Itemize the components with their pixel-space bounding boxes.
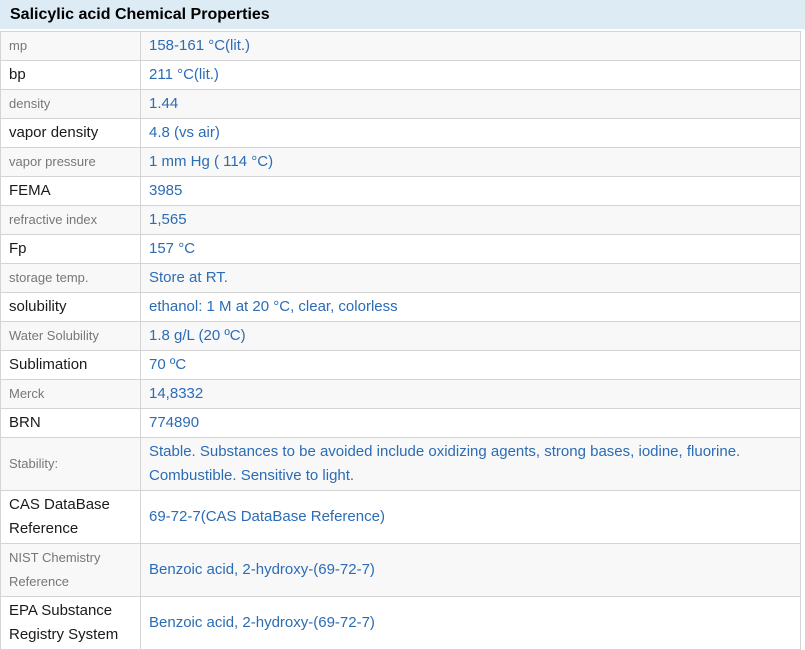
property-value: 1 mm Hg ( 114 °C) — [140, 147, 801, 177]
property-value: Stable. Substances to be avoided include… — [140, 437, 801, 491]
property-label: NIST Chemistry Reference — [0, 543, 141, 597]
property-value: ethanol: 1 M at 20 °C, clear, colorless — [140, 292, 801, 322]
properties-table: mp 158-161 °C(lit.) bp 211 °C(lit.) dens… — [0, 31, 801, 650]
table-row: vapor density 4.8 (vs air) — [0, 118, 801, 148]
table-row: bp 211 °C(lit.) — [0, 60, 801, 90]
property-value: 69-72-7(CAS DataBase Reference) — [140, 490, 801, 544]
property-label: EPA Substance Registry System — [0, 596, 141, 650]
property-value: 3985 — [140, 176, 801, 206]
property-label: mp — [0, 31, 141, 61]
table-row: solubility ethanol: 1 M at 20 °C, clear,… — [0, 292, 801, 322]
property-value: 157 °C — [140, 234, 801, 264]
property-label: Stability: — [0, 437, 141, 491]
table-row: NIST Chemistry Reference Benzoic acid, 2… — [0, 543, 801, 597]
property-value: Benzoic acid, 2-hydroxy-(69-72-7) — [140, 596, 801, 650]
table-row: refractive index 1,565 — [0, 205, 801, 235]
table-row: EPA Substance Registry System Benzoic ac… — [0, 596, 801, 650]
table-row: Merck 14,8332 — [0, 379, 801, 409]
property-value: 14,8332 — [140, 379, 801, 409]
property-value: 774890 — [140, 408, 801, 438]
page-title: Salicylic acid Chemical Properties — [10, 6, 270, 23]
property-label: Water Solubility — [0, 321, 141, 351]
property-value: 1,565 — [140, 205, 801, 235]
table-row: BRN 774890 — [0, 408, 801, 438]
table-row: Sublimation 70 ºC — [0, 350, 801, 380]
table-row: Fp 157 °C — [0, 234, 801, 264]
property-value: 1.8 g/L (20 ºC) — [140, 321, 801, 351]
property-value: Store at RT. — [140, 263, 801, 293]
property-label: storage temp. — [0, 263, 141, 293]
property-label: vapor density — [0, 118, 141, 148]
table-row: CAS DataBase Reference 69-72-7(CAS DataB… — [0, 490, 801, 544]
table-row: FEMA 3985 — [0, 176, 801, 206]
table-row: Water Solubility 1.8 g/L (20 ºC) — [0, 321, 801, 351]
table-row: storage temp. Store at RT. — [0, 263, 801, 293]
property-value: 1.44 — [140, 89, 801, 119]
property-label: solubility — [0, 292, 141, 322]
property-value: 4.8 (vs air) — [140, 118, 801, 148]
properties-table-body: mp 158-161 °C(lit.) bp 211 °C(lit.) dens… — [0, 31, 801, 650]
table-row: density 1.44 — [0, 89, 801, 119]
property-label: FEMA — [0, 176, 141, 206]
property-label: Merck — [0, 379, 141, 409]
property-value: 70 ºC — [140, 350, 801, 380]
section-header: Salicylic acid Chemical Properties — [0, 0, 805, 29]
property-label: Fp — [0, 234, 141, 264]
property-label: vapor pressure — [0, 147, 141, 177]
property-value: 158-161 °C(lit.) — [140, 31, 801, 61]
property-label: refractive index — [0, 205, 141, 235]
property-label: bp — [0, 60, 141, 90]
property-label: BRN — [0, 408, 141, 438]
table-row: vapor pressure 1 mm Hg ( 114 °C) — [0, 147, 801, 177]
table-row: Stability: Stable. Substances to be avoi… — [0, 437, 801, 491]
property-label: CAS DataBase Reference — [0, 490, 141, 544]
property-value: Benzoic acid, 2-hydroxy-(69-72-7) — [140, 543, 801, 597]
property-label: Sublimation — [0, 350, 141, 380]
table-row: mp 158-161 °C(lit.) — [0, 31, 801, 61]
property-label: density — [0, 89, 141, 119]
property-value: 211 °C(lit.) — [140, 60, 801, 90]
